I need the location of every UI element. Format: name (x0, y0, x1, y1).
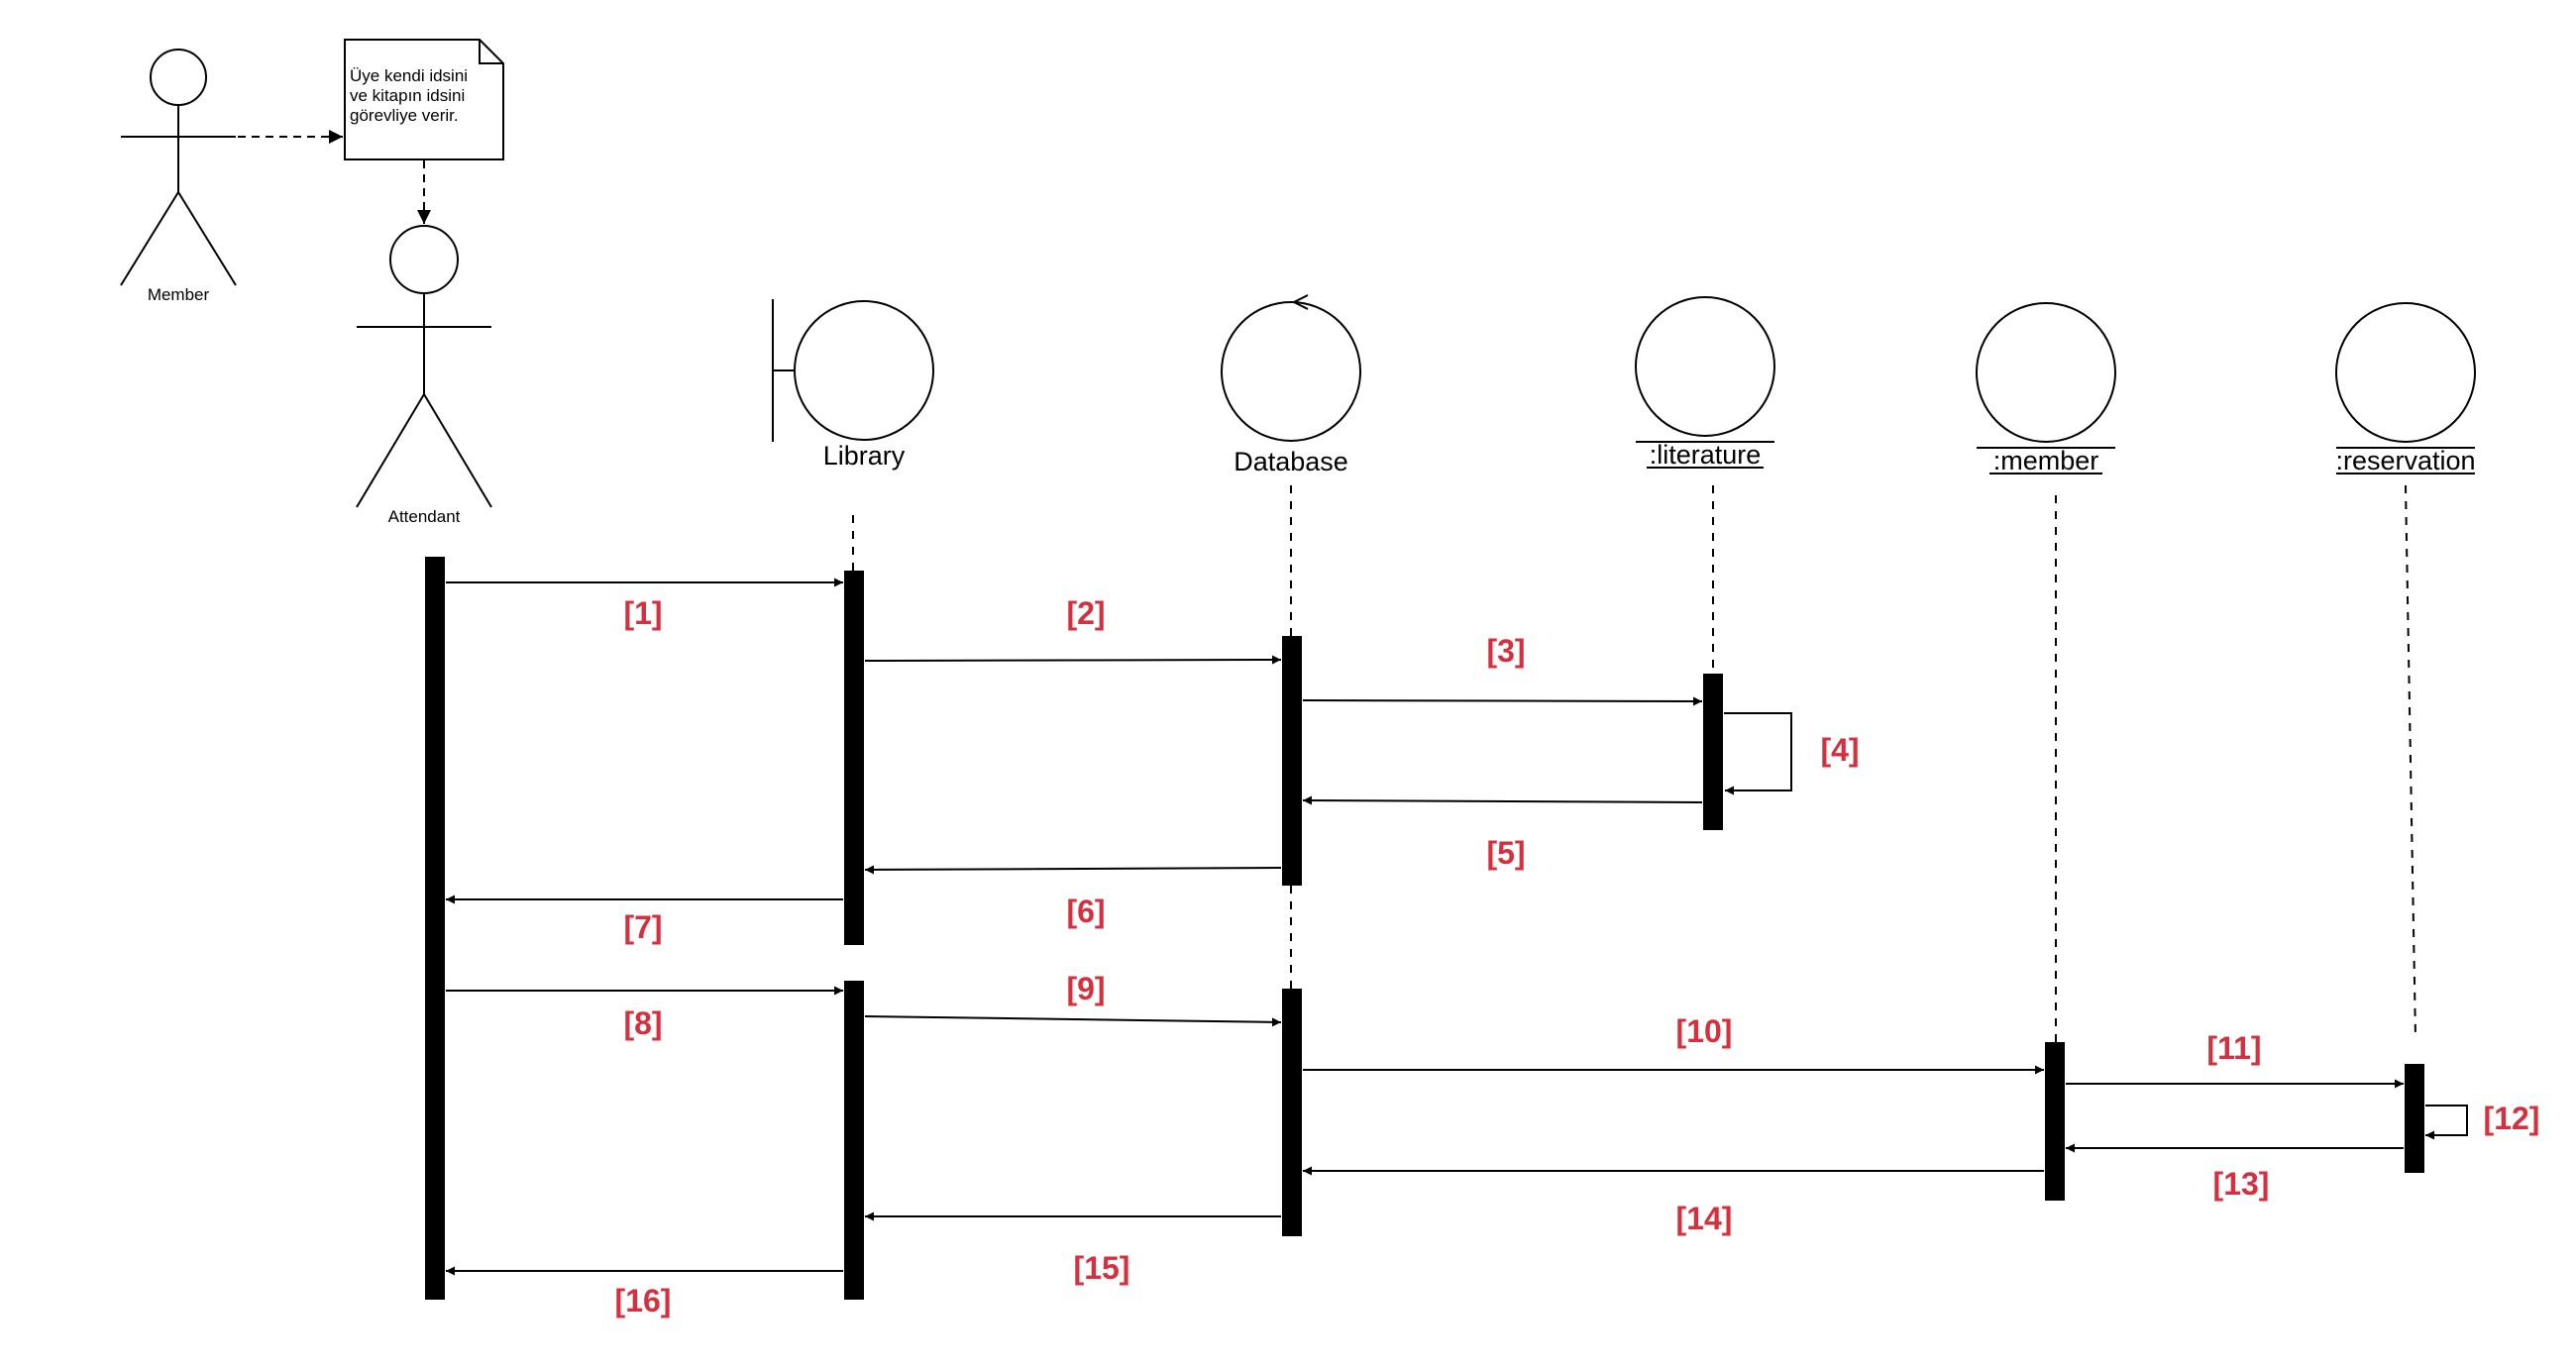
message-6-arrow (864, 865, 1282, 875)
database-activation-1 (1282, 636, 1302, 886)
message-3-arrow (1302, 696, 1703, 706)
member-actor-label: Member (148, 285, 210, 304)
database-label: Database (1234, 447, 1348, 476)
message-4-self-arrow (1724, 712, 1792, 795)
message-labels: [1] [2] [3] [4] [5] [6] [7] [8] [9] [10]… (615, 595, 2540, 1318)
reservation-activation (2405, 1064, 2424, 1173)
lifelines (852, 484, 2416, 1042)
message-6-label: [6] (1066, 894, 1105, 929)
reservation-entity-object (2335, 302, 2476, 474)
message-8-label: [8] (623, 1005, 662, 1041)
member-actor (120, 49, 237, 286)
literature-entity-object (1635, 296, 1775, 469)
literature-label: :literature (1650, 440, 1762, 470)
message-2-label: [2] (1066, 595, 1105, 631)
message-9-label: [9] (1066, 971, 1105, 1006)
message-9-arrow (864, 1015, 1282, 1027)
database-control-object (1221, 294, 1361, 442)
message-3-label: [3] (1486, 633, 1525, 669)
message-2-arrow (864, 655, 1282, 665)
library-activation-1 (844, 571, 864, 945)
message-16-label: [16] (615, 1283, 672, 1318)
member-entity-object (1976, 302, 2116, 474)
message-10-label: [10] (1676, 1013, 1733, 1049)
literature-activation (1703, 674, 1723, 830)
note (344, 39, 504, 160)
library-boundary-object (772, 299, 934, 442)
activation-bars (425, 557, 2424, 1300)
message-arrows (446, 578, 2468, 1276)
message-5-arrow (1302, 795, 1703, 805)
message-7-label: [7] (623, 909, 662, 945)
message-5-label: [5] (1486, 835, 1525, 871)
note-line-1: Üye kendi idsini (350, 66, 468, 85)
message-15-label: [15] (1074, 1250, 1130, 1286)
attendant-activation (425, 557, 445, 1300)
message-4-label: [4] (1820, 732, 1859, 768)
attendant-actor-label: Attendant (388, 507, 461, 526)
reservation-label: :reservation (2335, 446, 2475, 475)
message-11-label: [11] (2206, 1030, 2261, 1066)
note-line-2: ve kitapın idsini (350, 86, 465, 105)
message-14-label: [14] (1676, 1201, 1733, 1236)
member-activation (2045, 1042, 2065, 1201)
attendant-actor (356, 225, 492, 508)
database-activation-2 (1282, 989, 1302, 1236)
note-line-3: görevliye verir. (350, 106, 459, 125)
message-1-label: [1] (623, 595, 662, 631)
library-label: Library (823, 441, 906, 471)
message-12-label: [12] (2484, 1101, 2540, 1136)
message-12-self-arrow (2425, 1105, 2468, 1140)
message-13-label: [13] (2213, 1166, 2270, 1202)
member-label: :member (1993, 446, 2099, 475)
library-activation-2 (844, 981, 864, 1300)
